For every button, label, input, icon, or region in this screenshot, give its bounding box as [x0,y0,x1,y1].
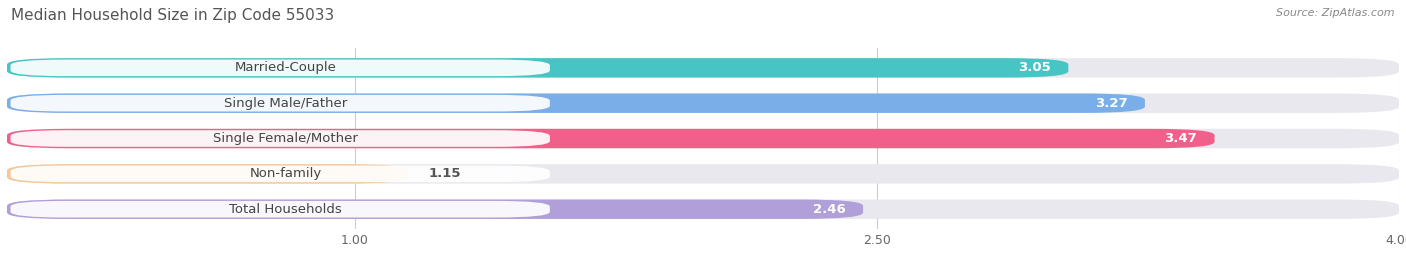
FancyBboxPatch shape [10,165,550,182]
FancyBboxPatch shape [7,129,1399,148]
FancyBboxPatch shape [7,164,408,183]
Text: Married-Couple: Married-Couple [235,61,336,74]
FancyBboxPatch shape [10,59,550,76]
FancyBboxPatch shape [7,94,1144,113]
FancyBboxPatch shape [7,94,1399,113]
Text: 2.46: 2.46 [813,203,845,216]
FancyBboxPatch shape [10,130,550,147]
FancyBboxPatch shape [10,95,550,111]
FancyBboxPatch shape [7,129,1215,148]
Text: 3.05: 3.05 [1018,61,1050,74]
Text: Source: ZipAtlas.com: Source: ZipAtlas.com [1277,8,1395,18]
FancyBboxPatch shape [7,200,863,219]
Text: 3.47: 3.47 [1164,132,1197,145]
Text: Total Households: Total Households [229,203,342,216]
FancyBboxPatch shape [7,58,1069,77]
Text: 1.15: 1.15 [427,167,461,180]
FancyBboxPatch shape [7,200,1399,219]
Text: Single Male/Father: Single Male/Father [224,97,347,110]
FancyBboxPatch shape [7,58,1399,77]
Text: Non-family: Non-family [249,167,322,180]
Text: 3.27: 3.27 [1095,97,1128,110]
Text: Single Female/Mother: Single Female/Mother [212,132,359,145]
FancyBboxPatch shape [7,164,1399,183]
Text: Median Household Size in Zip Code 55033: Median Household Size in Zip Code 55033 [11,8,335,23]
FancyBboxPatch shape [10,201,550,218]
